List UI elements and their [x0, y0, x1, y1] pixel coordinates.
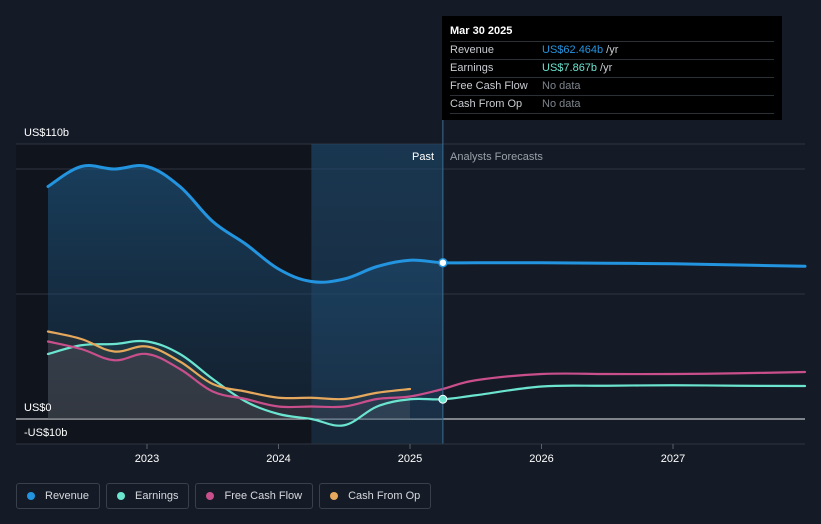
series-lines — [46, 164, 807, 427]
past-label: Past — [412, 151, 434, 163]
legend-label: Earnings — [135, 490, 179, 502]
tooltip-label: Revenue — [450, 44, 495, 56]
tooltip-row-cash-from-op: Cash From Op No data — [450, 95, 774, 114]
earnings-dot-icon — [117, 492, 126, 500]
free-cash-flow-area — [48, 341, 410, 419]
x-ticks: 2023 2024 2025 2026 2027 — [16, 443, 805, 465]
legend-label: Revenue — [45, 490, 90, 502]
tooltip-value: US$7.867b — [542, 62, 598, 74]
revenue-dot-icon — [27, 492, 35, 500]
cash-from-op-area — [48, 331, 410, 419]
free-cash-flow-line — [46, 340, 807, 409]
x-tick-label: 2026 — [529, 453, 553, 465]
x-tick-label: 2024 — [266, 453, 290, 465]
x-tick-label: 2025 — [398, 453, 422, 465]
forecast-label: Analysts Forecasts — [450, 151, 543, 163]
y-label-top: US$110b — [24, 127, 69, 139]
chart-canvas: US$110b US$0 -US$10b Past Analysts Forec… — [16, 120, 807, 465]
cash-from-op-dot-icon — [330, 492, 339, 500]
tooltip-value: No data — [542, 80, 581, 92]
free-cash-flow-dot-icon — [206, 492, 215, 500]
tooltip-row-earnings: Earnings US$7.867b/yr — [450, 59, 774, 77]
legend-item-revenue[interactable]: Revenue — [16, 483, 101, 509]
axis-labels: US$110b US$0 -US$10b Past Analysts Forec… — [24, 127, 543, 439]
legend-item-free-cash-flow[interactable]: Free Cash Flow — [195, 483, 314, 509]
revenue-line — [46, 164, 807, 284]
tooltip-label: Earnings — [450, 62, 494, 74]
y-label-bottom: -US$10b — [24, 427, 67, 439]
legend-label: Cash From Op — [348, 490, 421, 502]
tooltip-row-revenue: Revenue US$62.464b/yr — [450, 41, 774, 59]
earnings-marker — [438, 394, 448, 404]
revenue-marker — [438, 258, 448, 268]
tooltip-date: Mar 30 2025 — [450, 25, 513, 37]
tooltip-label: Free Cash Flow — [450, 80, 528, 92]
x-tick-label: 2027 — [661, 453, 685, 465]
legend: Revenue Earnings Free Cash Flow Cash Fro… — [16, 483, 432, 511]
x-tick-label: 2023 — [135, 453, 159, 465]
tooltip-unit: /yr — [606, 44, 619, 56]
tooltip: Mar 30 2025 Revenue US$62.464b/yr Earnin… — [442, 16, 782, 120]
tooltip-value: US$62.464b — [542, 44, 604, 56]
earnings-area — [48, 341, 410, 426]
legend-label: Free Cash Flow — [224, 490, 303, 502]
hover-markers — [438, 258, 448, 404]
legend-item-earnings[interactable]: Earnings — [106, 483, 190, 509]
legend-item-cash-from-op[interactable]: Cash From Op — [319, 483, 432, 509]
tooltip-unit: /yr — [600, 62, 613, 74]
tooltip-row-free-cash-flow: Free Cash Flow No data — [450, 77, 774, 95]
tooltip-label: Cash From Op — [450, 98, 523, 110]
earnings-line — [46, 339, 807, 427]
y-label-zero: US$0 — [24, 402, 52, 414]
tooltip-value: No data — [542, 98, 581, 110]
cash-from-op-line — [46, 330, 412, 401]
